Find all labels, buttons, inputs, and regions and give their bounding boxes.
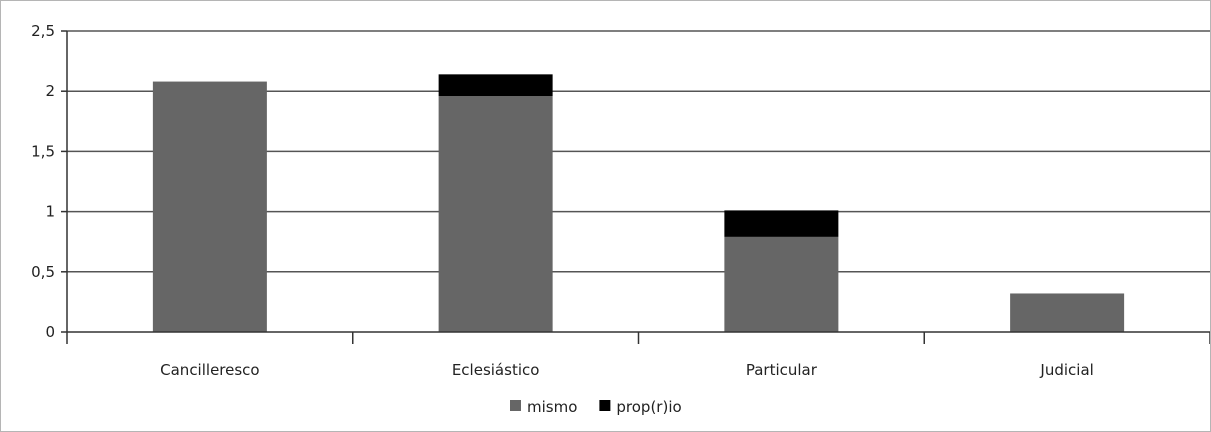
y-tick-label: 1,5 xyxy=(31,142,55,160)
bar-mismo-particular xyxy=(724,236,839,332)
legend-swatch-0 xyxy=(510,400,521,411)
y-tick-label: 0 xyxy=(45,323,55,341)
x-tick-label: Judicial xyxy=(1039,361,1093,379)
axes: 0 0,5 1 1,5 2 2,5 Cancilleresco Eclesiástico Par… xyxy=(31,22,1210,379)
bar-mismo-cancilleresco xyxy=(152,81,267,333)
y-tick-label: 0,5 xyxy=(31,263,55,281)
x-tick-label: Cancilleresco xyxy=(160,361,259,379)
legend-label-1: prop(r)io xyxy=(616,398,681,416)
legend-label-0: mismo xyxy=(527,398,577,416)
y-tick-label: 2,5 xyxy=(31,22,55,40)
y-tick-label: 1 xyxy=(45,203,55,221)
bar-proprio-particular xyxy=(724,210,839,237)
bar-proprio-eclesiástico xyxy=(438,74,553,97)
bar-mismo-judicial xyxy=(1010,293,1125,332)
bars xyxy=(152,74,1125,333)
legend-swatch-1 xyxy=(599,400,611,411)
bar-mismo-eclesiástico xyxy=(438,96,553,333)
x-tick-label: Particular xyxy=(746,361,818,379)
x-tick-label: Eclesiástico xyxy=(452,361,540,379)
y-tick-label: 2 xyxy=(45,82,55,100)
legend: mismo prop(r)io xyxy=(510,398,682,416)
